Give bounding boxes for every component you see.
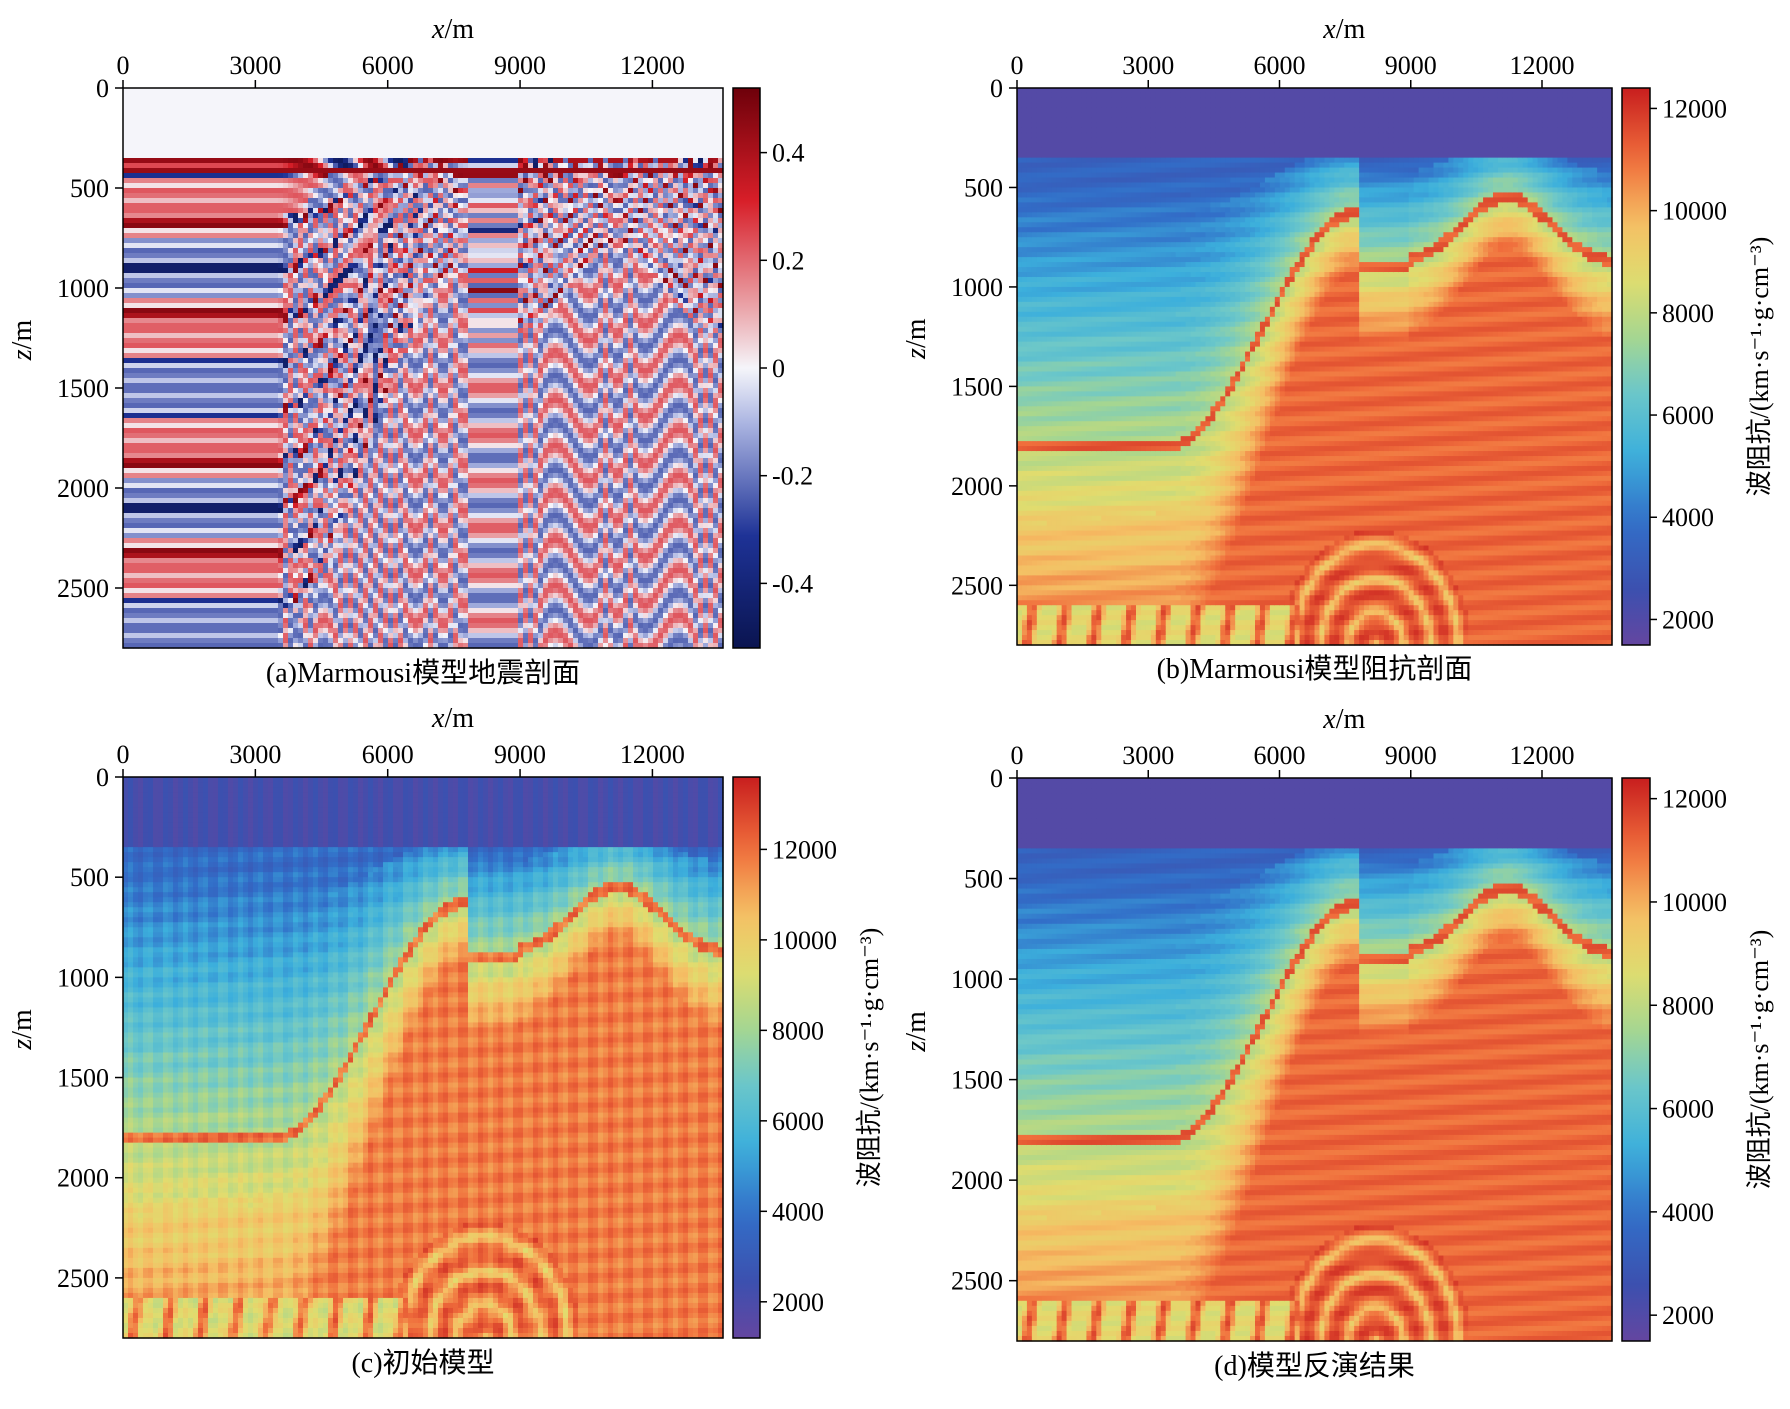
y-tick-label: 1000: [951, 273, 1003, 302]
colorbar: [1622, 88, 1650, 645]
y-tick-label: 2500: [57, 574, 109, 603]
x-tick-label: 12000: [620, 740, 685, 769]
x-tick-label: 9000: [494, 51, 546, 80]
y-tick-label: 2500: [57, 1264, 109, 1293]
colorbar-tick-label: 4000: [772, 1197, 824, 1226]
colorbar-tick-label: 8000: [1662, 991, 1714, 1020]
y-tick-label: 2000: [951, 472, 1003, 501]
x-axis-title: x/m: [431, 14, 474, 45]
panel-caption: (c)初始模型: [351, 1347, 494, 1379]
colorbar-tick-label: 6000: [1662, 1095, 1714, 1124]
y-axis-title: z/m: [901, 318, 932, 360]
x-tick-label: 6000: [1254, 741, 1306, 770]
y-tick-label: 1500: [57, 1064, 109, 1093]
x-tick-label: 3000: [229, 51, 281, 80]
x-axis-title: x/m: [431, 703, 474, 734]
y-tick-label: 2000: [57, 1164, 109, 1193]
colorbar: [733, 777, 760, 1338]
y-tick-label: 0: [96, 74, 109, 103]
colorbar-tick-label: 0: [772, 354, 785, 383]
colorbar-tick-label: 2000: [772, 1288, 824, 1317]
figure: 0 3000 6000 9000 12000 0 500 1000 1500 2000 2500 x/…: [0, 0, 1790, 1404]
panel-caption: (b)Marmousi模型阻抗剖面: [1157, 653, 1473, 685]
x-tick-label: 12000: [620, 51, 685, 80]
colorbar-tick-label: 0.4: [772, 139, 805, 168]
x-tick-label: 0: [117, 51, 130, 80]
x-tick-label: 3000: [1122, 741, 1174, 770]
panel-caption: (a)Marmousi模型地震剖面: [266, 657, 580, 689]
y-tick-label: 0: [990, 764, 1003, 793]
y-tick-label: 2500: [951, 571, 1003, 600]
colorbar-tick-label: 10000: [1662, 888, 1727, 917]
colorbar-tick-label: -0.4: [772, 569, 813, 598]
y-axis-title: z/m: [901, 1011, 932, 1053]
panel-caption: (d)模型反演结果: [1214, 1350, 1415, 1382]
y-tick-label: 1000: [57, 274, 109, 303]
x-tick-label: 9000: [494, 740, 546, 769]
colorbar-label: 波阻抗/(km·s⁻¹·g·cm⁻³): [1745, 930, 1774, 1190]
colorbar-label: 波阻抗/(km·s⁻¹·g·cm⁻³): [1745, 237, 1774, 497]
colorbar-tick-label: 4000: [1662, 1198, 1714, 1227]
colorbar-tick-label: 10000: [1662, 197, 1727, 226]
y-tick-label: 1500: [951, 1066, 1003, 1095]
y-axis-title: z/m: [7, 320, 38, 362]
colorbar-tick-label: 12000: [772, 835, 837, 864]
x-tick-label: 0: [1011, 741, 1024, 770]
heatmap-image: [123, 88, 724, 649]
colorbar-tick-label: -0.2: [772, 462, 813, 491]
heatmap-image: [1017, 778, 1613, 1342]
x-tick-label: 9000: [1385, 741, 1437, 770]
panel-b: 0 3000 6000 9000 12000 0 500 1000 1500 2000 2500 x/…: [901, 14, 1774, 685]
panel-a: 0 3000 6000 9000 12000 0 500 1000 1500 2000 2500 x/…: [7, 14, 813, 689]
x-axis-title: x/m: [1322, 704, 1365, 735]
x-tick-label: 6000: [362, 740, 414, 769]
y-tick-label: 1500: [57, 374, 109, 403]
colorbar-tick-label: 2000: [1662, 605, 1714, 634]
y-tick-label: 1000: [951, 965, 1003, 994]
y-tick-label: 500: [964, 865, 1003, 894]
colorbar-tick-label: 6000: [1662, 401, 1714, 430]
x-tick-label: 3000: [229, 740, 281, 769]
x-tick-label: 9000: [1385, 51, 1437, 80]
x-tick-label: 3000: [1122, 51, 1174, 80]
y-tick-label: 2000: [951, 1166, 1003, 1195]
colorbar-tick-label: 10000: [772, 926, 837, 955]
colorbar-tick-label: 12000: [1662, 94, 1727, 123]
colorbar-label: 波阻抗/(km·s⁻¹·g·cm⁻³): [855, 928, 884, 1188]
x-tick-label: 12000: [1510, 51, 1575, 80]
y-tick-label: 500: [964, 173, 1003, 202]
y-tick-label: 500: [70, 863, 109, 892]
y-axis-title: z/m: [7, 1009, 38, 1051]
y-tick-label: 1000: [57, 963, 109, 992]
colorbar-tick-label: 2000: [1662, 1301, 1714, 1330]
y-tick-label: 500: [70, 174, 109, 203]
x-tick-label: 6000: [362, 51, 414, 80]
colorbar-tick-label: 8000: [772, 1016, 824, 1045]
y-tick-label: 2500: [951, 1267, 1003, 1296]
panel-c: 0 3000 6000 9000 12000 0 500 1000 1500 2000 2500 x/…: [7, 703, 884, 1379]
heatmap-image: [123, 777, 724, 1339]
colorbar-tick-label: 6000: [772, 1107, 824, 1136]
colorbar-tick-label: 8000: [1662, 299, 1714, 328]
x-tick-label: 0: [1011, 51, 1024, 80]
colorbar: [1622, 778, 1650, 1341]
x-axis-title: x/m: [1322, 14, 1365, 45]
heatmap-image: [1017, 88, 1613, 646]
colorbar-tick-label: 4000: [1662, 503, 1714, 532]
x-tick-label: 6000: [1254, 51, 1306, 80]
colorbar: [733, 88, 760, 648]
y-tick-label: 1500: [951, 372, 1003, 401]
panel-d: 0 3000 6000 9000 12000 0 500 1000 1500 2000 2500 x/…: [901, 704, 1774, 1382]
y-tick-label: 0: [96, 763, 109, 792]
y-tick-label: 0: [990, 74, 1003, 103]
y-tick-label: 2000: [57, 474, 109, 503]
x-tick-label: 0: [117, 740, 130, 769]
colorbar-tick-label: 0.2: [772, 246, 805, 275]
x-tick-label: 12000: [1510, 741, 1575, 770]
colorbar-tick-label: 12000: [1662, 785, 1727, 814]
